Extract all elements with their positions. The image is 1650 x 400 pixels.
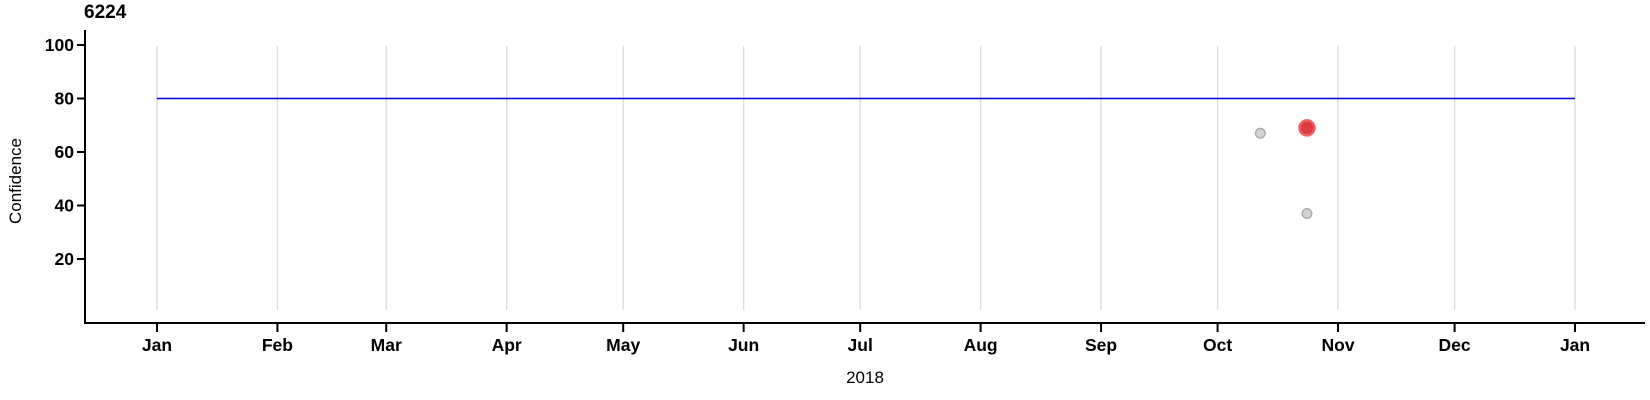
x-axis-year-label: 2018	[846, 368, 884, 387]
x-tick-label: May	[606, 335, 640, 355]
y-tick-label: 40	[55, 196, 75, 216]
data-point	[1254, 127, 1266, 139]
chart-title: 6224	[84, 2, 127, 23]
x-tick-label: Dec	[1439, 335, 1471, 355]
x-tick-label: Jan	[1560, 335, 1590, 355]
x-tick-label: Sep	[1085, 335, 1117, 355]
x-tick-label: Jun	[728, 335, 759, 355]
x-tick-label: Mar	[371, 335, 402, 355]
x-tick-label: Jul	[848, 335, 873, 355]
y-tick-label: 80	[55, 89, 75, 109]
x-tick-label: Feb	[262, 335, 293, 355]
data-point-highlighted	[1298, 119, 1316, 137]
x-tick-label: Jan	[142, 335, 172, 355]
y-tick-label: 100	[45, 35, 74, 55]
x-tick-label: Aug	[964, 335, 998, 355]
data-point	[1301, 208, 1313, 220]
x-tick-label: Oct	[1203, 335, 1232, 355]
x-tick-label: Nov	[1322, 335, 1355, 355]
y-tick-label: 60	[55, 142, 75, 162]
y-tick-label: 20	[55, 249, 75, 269]
x-tick-label: Apr	[492, 335, 522, 355]
